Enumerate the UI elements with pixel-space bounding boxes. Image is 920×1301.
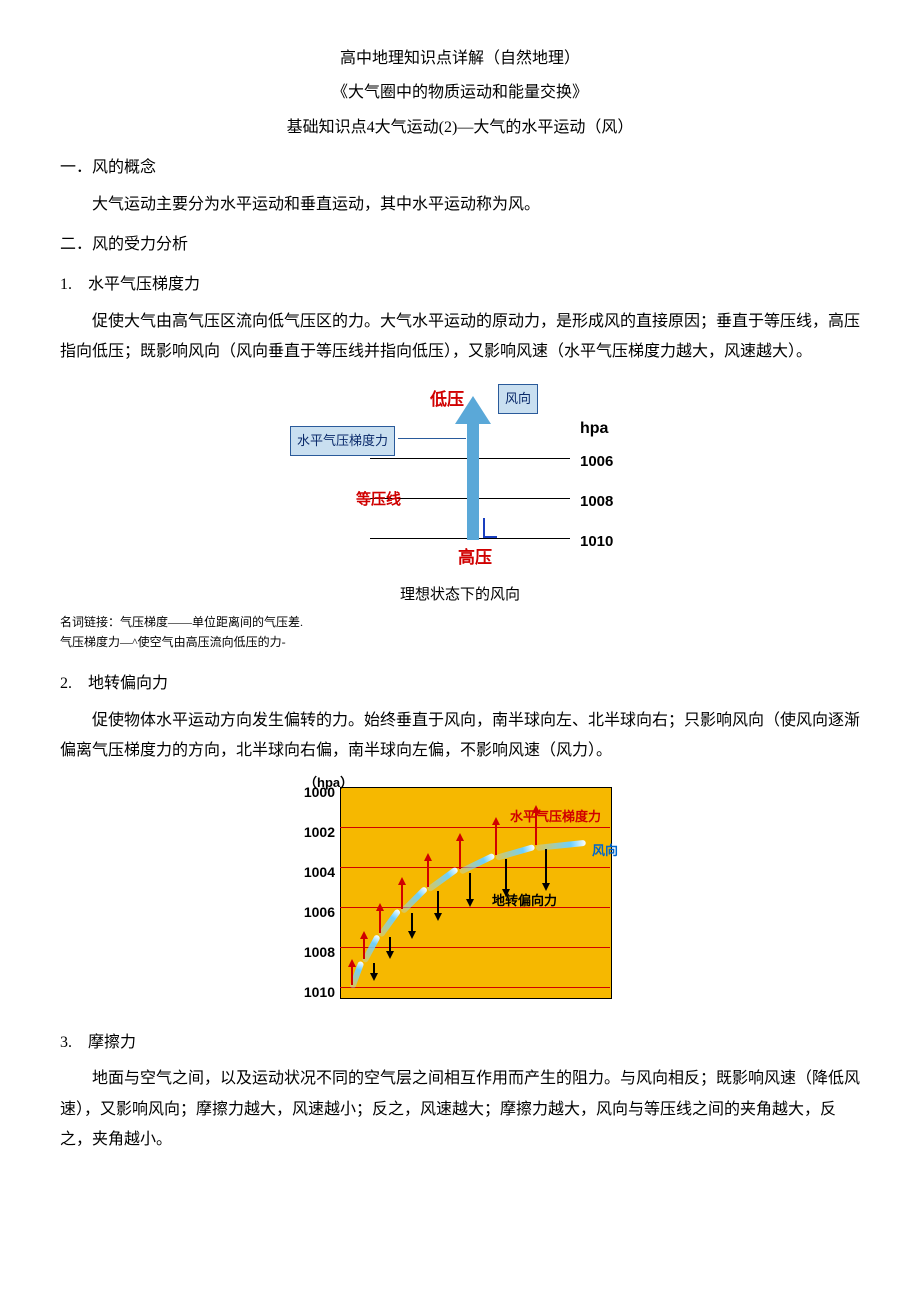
y-axis-label: 1000: [304, 779, 335, 806]
y-axis-label: 1006: [304, 899, 335, 926]
doc-title-1: 高中地理知识点详解（自然地理）: [60, 44, 860, 74]
right-angle-mark-icon: [483, 518, 485, 538]
y-axis-label: 1002: [304, 819, 335, 846]
isobar-value: 1008: [580, 488, 613, 517]
item-3-heading: 3. 摩擦力: [60, 1028, 860, 1058]
wind-direction-label: 风向: [592, 839, 618, 864]
isobar-line: [340, 987, 610, 988]
y-axis-label: 1010: [304, 979, 335, 1006]
wind-arrow-shaft-icon: [467, 422, 479, 540]
term-note-1: 名词链接：气压梯度——单位距离间的气压差.: [60, 613, 860, 631]
figure-1: 100610081010hpa低压高压等压线水平气压梯度力风向: [280, 378, 640, 568]
isobar-value: 1010: [580, 528, 613, 557]
isobar-line: [340, 947, 610, 948]
item-3-para: 地面与空气之间，以及运动状况不同的空气层之间相互作用而产生的阻力。与风向相反；既…: [60, 1064, 860, 1155]
unit-label: hpa: [580, 414, 608, 444]
y-axis-label: 1004: [304, 859, 335, 886]
callout-leader-icon: [398, 438, 466, 439]
figure-2-wrap: （hpa）100010021004100610081010水平气压梯度力风向地转…: [60, 777, 860, 1018]
isobar-label: 等压线: [356, 486, 401, 515]
section-2-heading: 二．风的受力分析: [60, 230, 860, 260]
item-1-para: 促使大气由高气压区流向低气压区的力。大气水平运动的原动力，是形成风的直接原因；垂…: [60, 307, 860, 368]
right-angle-mark-icon: [483, 536, 497, 538]
pgf-label: 水平气压梯度力: [510, 805, 601, 830]
y-axis-label: 1008: [304, 939, 335, 966]
item-2-heading: 2. 地转偏向力: [60, 669, 860, 699]
high-pressure-label: 高压: [458, 542, 492, 574]
section-1-para: 大气运动主要分为水平运动和垂直运动，其中水平运动称为风。: [60, 190, 860, 220]
low-pressure-label: 低压: [430, 384, 464, 416]
figure-1-wrap: 1006 1008 1010 hpa 低压高压 等压线 水平气压梯度力 风向 理想状态下的风向: [60, 378, 860, 610]
pgf-callout: 水平气压梯度力: [290, 426, 395, 457]
isobar-value: 1006: [580, 448, 613, 477]
doc-title-3: 基础知识点4大气运动(2)—大气的水平运动（风）: [60, 113, 860, 143]
section-1-heading: 一．风的概念: [60, 153, 860, 183]
coriolis-label: 地转偏向力: [492, 889, 557, 914]
figure-1-caption: 理想状态下的风向: [60, 581, 860, 610]
item-2-para: 促使物体水平运动方向发生偏转的力。始终垂直于风向，南半球向左、北半球向右；只影响…: [60, 706, 860, 767]
wind-direction-callout: 风向: [498, 384, 538, 415]
doc-title-2: 《大气圈中的物质运动和能量交换》: [60, 78, 860, 108]
figure-2: （hpa）100010021004100610081010水平气压梯度力风向地转…: [280, 777, 640, 1007]
item-1-heading: 1. 水平气压梯度力: [60, 270, 860, 300]
term-note-2: 气压梯度力—^使空气由高压流向低压的力-: [60, 633, 860, 651]
